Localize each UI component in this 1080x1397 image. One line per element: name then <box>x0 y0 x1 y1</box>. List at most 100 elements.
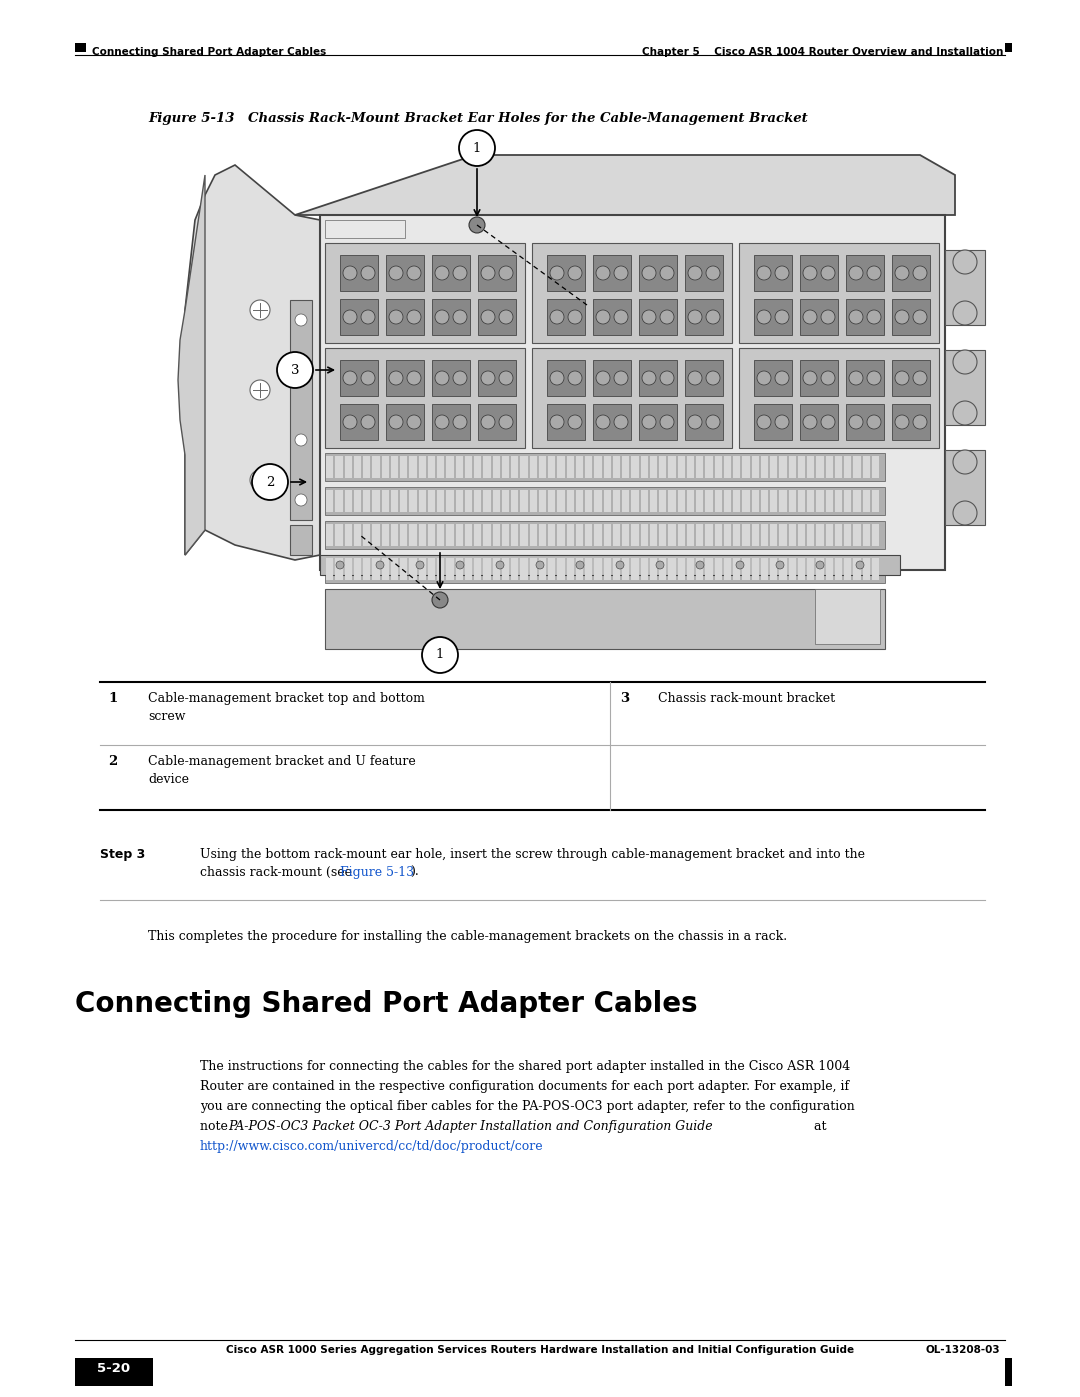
Bar <box>594 490 602 511</box>
Bar <box>650 524 657 546</box>
Bar <box>760 490 768 511</box>
Circle shape <box>867 265 881 279</box>
Bar <box>872 557 879 580</box>
Circle shape <box>660 265 674 279</box>
Bar <box>760 455 768 478</box>
Circle shape <box>295 495 307 506</box>
Bar <box>669 524 675 546</box>
Circle shape <box>568 372 582 386</box>
Bar <box>945 450 985 525</box>
Bar <box>502 524 509 546</box>
Circle shape <box>496 562 504 569</box>
Bar <box>945 250 985 326</box>
Bar <box>335 490 342 511</box>
Bar <box>650 557 657 580</box>
Bar <box>548 455 555 478</box>
Bar <box>492 455 500 478</box>
Bar <box>807 490 814 511</box>
Bar <box>428 455 435 478</box>
Circle shape <box>895 310 909 324</box>
Bar <box>373 455 379 478</box>
Circle shape <box>821 372 835 386</box>
Circle shape <box>913 415 927 429</box>
Circle shape <box>953 502 977 525</box>
Bar <box>742 557 750 580</box>
Bar <box>432 404 470 440</box>
Circle shape <box>849 265 863 279</box>
Bar <box>521 524 527 546</box>
Bar <box>483 557 490 580</box>
Circle shape <box>895 265 909 279</box>
Bar <box>464 455 472 478</box>
Circle shape <box>849 372 863 386</box>
Bar <box>474 490 482 511</box>
Bar <box>546 299 585 335</box>
Bar <box>593 256 631 291</box>
Text: Figure 5-13: Figure 5-13 <box>148 112 234 124</box>
Circle shape <box>596 415 610 429</box>
Bar <box>724 524 731 546</box>
Bar <box>567 490 573 511</box>
Text: Cable-management bracket top and bottom: Cable-management bracket top and bottom <box>148 692 424 705</box>
Bar <box>705 455 713 478</box>
Bar <box>340 256 378 291</box>
Circle shape <box>642 415 656 429</box>
Circle shape <box>499 415 513 429</box>
Text: The instructions for connecting the cables for the shared port adapter installed: The instructions for connecting the cabl… <box>200 1060 850 1073</box>
Circle shape <box>706 310 720 324</box>
Bar <box>639 360 677 395</box>
Bar <box>846 360 885 395</box>
Circle shape <box>432 592 448 608</box>
Circle shape <box>615 415 627 429</box>
Bar <box>659 557 666 580</box>
Bar <box>752 557 759 580</box>
Bar <box>576 557 583 580</box>
Bar <box>752 490 759 511</box>
Circle shape <box>361 265 375 279</box>
Bar <box>798 490 805 511</box>
Bar <box>363 490 370 511</box>
Circle shape <box>435 310 449 324</box>
Circle shape <box>249 300 270 320</box>
Circle shape <box>688 372 702 386</box>
Bar <box>409 524 417 546</box>
Text: chassis rack-mount (see: chassis rack-mount (see <box>200 866 356 879</box>
Bar <box>825 490 833 511</box>
Bar <box>529 524 537 546</box>
Circle shape <box>706 265 720 279</box>
Bar <box>326 490 334 511</box>
Bar <box>437 490 444 511</box>
Bar <box>464 490 472 511</box>
Bar <box>612 524 620 546</box>
Circle shape <box>568 415 582 429</box>
Bar <box>788 490 796 511</box>
Circle shape <box>660 310 674 324</box>
Bar <box>546 360 585 395</box>
Bar <box>843 524 851 546</box>
Circle shape <box>688 265 702 279</box>
Bar <box>381 455 389 478</box>
Bar <box>770 455 778 478</box>
Bar <box>548 524 555 546</box>
Bar <box>532 348 732 448</box>
Bar <box>539 490 546 511</box>
Bar <box>576 524 583 546</box>
Circle shape <box>775 310 789 324</box>
Bar <box>677 524 685 546</box>
Text: http://www.cisco.com/univercd/cc/td/doc/product/core: http://www.cisco.com/univercd/cc/td/doc/… <box>200 1140 543 1153</box>
Bar <box>576 455 583 478</box>
Circle shape <box>913 310 927 324</box>
Circle shape <box>615 310 627 324</box>
Bar <box>800 299 838 335</box>
Bar <box>659 490 666 511</box>
Bar <box>798 524 805 546</box>
Circle shape <box>550 372 564 386</box>
Bar <box>604 557 611 580</box>
Bar <box>843 557 851 580</box>
Text: PA-POS-OC3 Packet OC-3 Port Adapter Installation and Configuration Guide: PA-POS-OC3 Packet OC-3 Port Adapter Inst… <box>228 1120 713 1133</box>
Bar <box>612 557 620 580</box>
Bar <box>687 557 694 580</box>
Bar <box>798 557 805 580</box>
Bar <box>391 524 399 546</box>
Bar <box>291 300 312 520</box>
